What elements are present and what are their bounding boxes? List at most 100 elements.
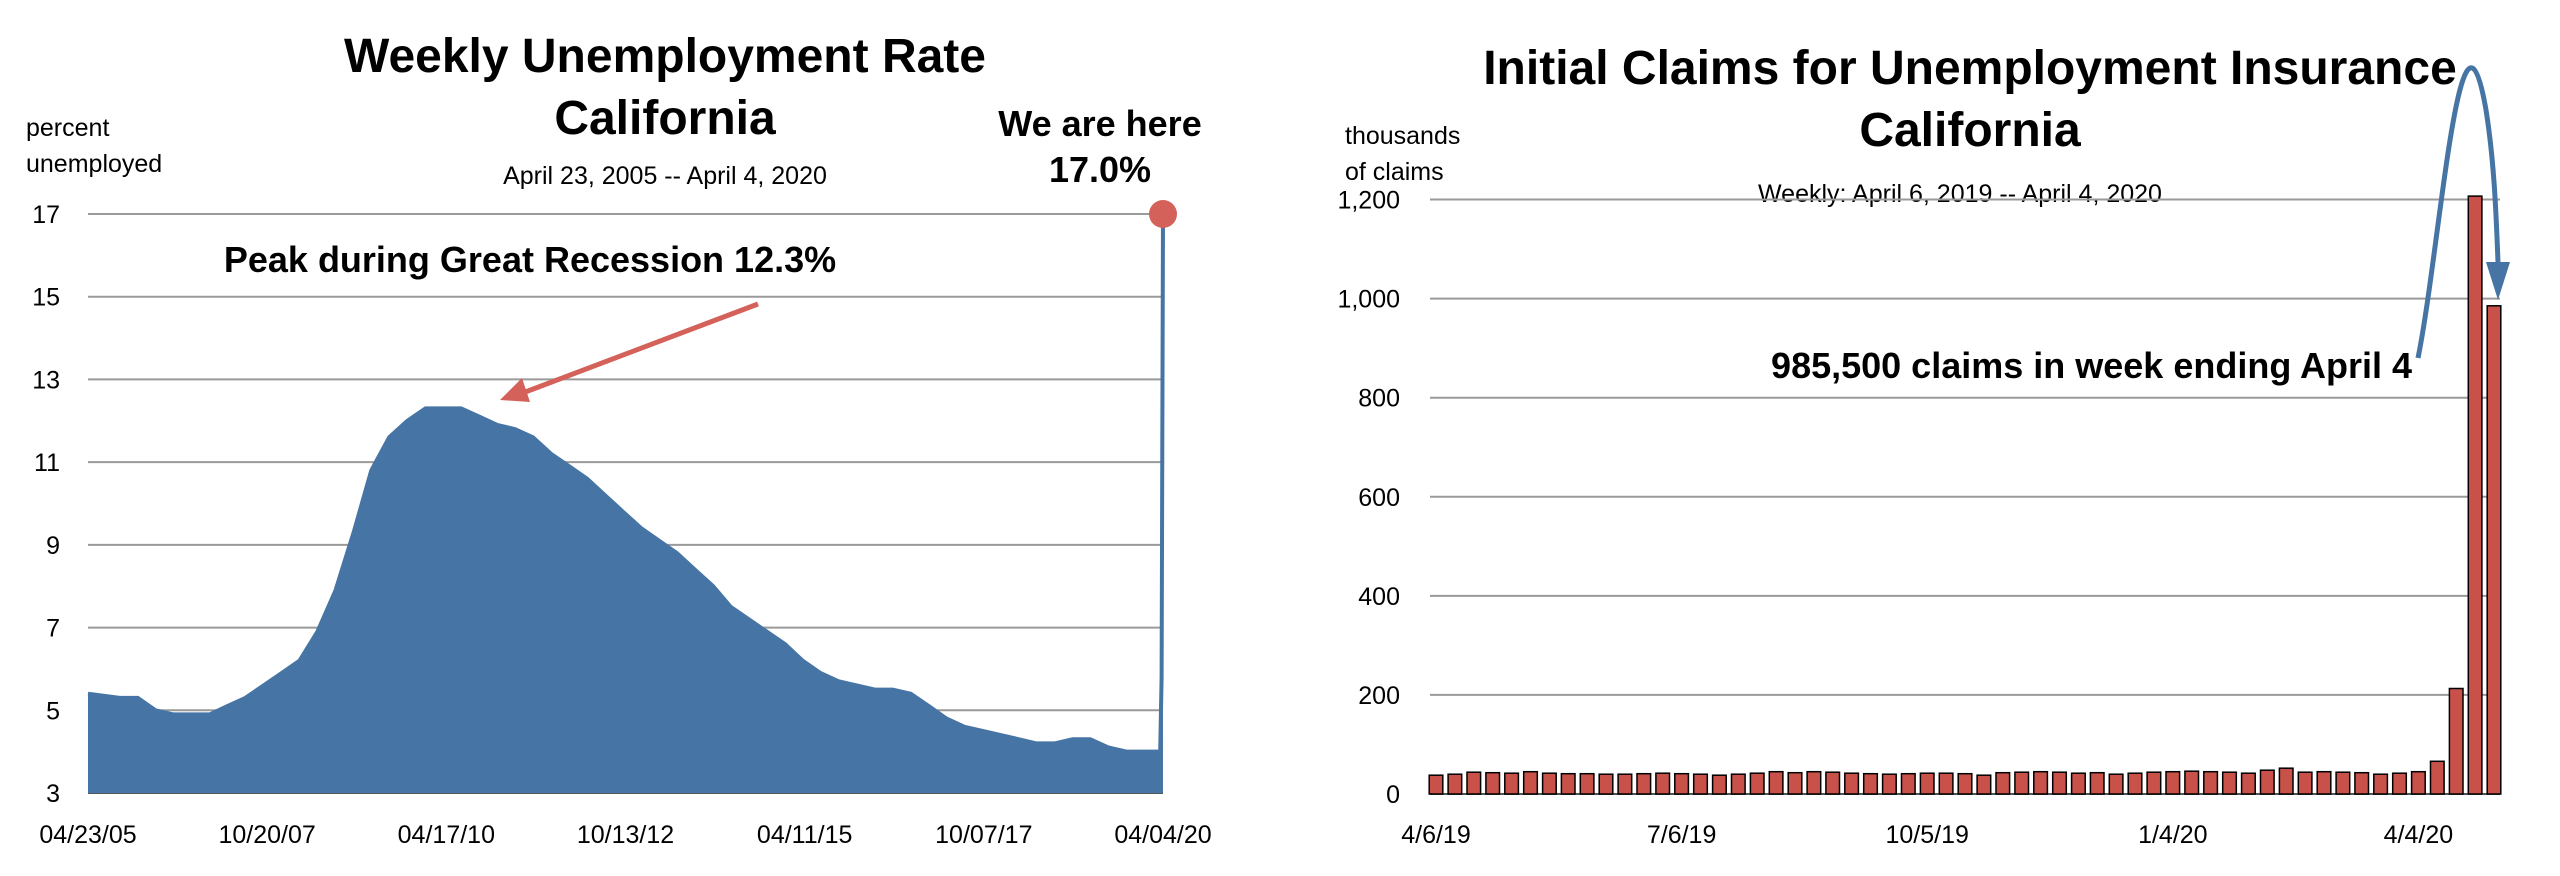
current-value-marker <box>1149 200 1177 228</box>
y-tick-label: 3 <box>46 780 60 808</box>
claims-bar <box>2391 772 2408 795</box>
y-tick-labels: 17 15 13 11 9 7 5 3 <box>32 201 60 808</box>
claims-bar <box>1881 773 1897 795</box>
x-tick-label: 04/11/15 <box>757 821 852 849</box>
x-tick-label: 10/5/19 <box>1886 821 1969 849</box>
claims-bar <box>1636 772 1652 795</box>
chart-title: Initial Claims for Unemployment Insuranc… <box>1483 42 2457 95</box>
we-are-here-label: We are here <box>998 103 1201 144</box>
claims-bar <box>2448 687 2464 795</box>
claims-bar <box>2070 772 2086 795</box>
y-tick-label: 15 <box>32 284 60 312</box>
chart-subtitle: April 23, 2005 -- April 4, 2020 <box>503 162 827 190</box>
rate-area <box>88 214 1163 793</box>
y-axis-label-line2: of claims <box>1345 158 1444 186</box>
claims-bar <box>1447 773 1463 795</box>
x-tick-label: 1/4/20 <box>2138 821 2208 849</box>
claims-bar <box>2278 767 2294 795</box>
claims-bar <box>1692 773 1709 795</box>
claims-bar <box>1579 772 1595 795</box>
chart-title: Weekly Unemployment Rate <box>344 30 986 83</box>
claims-bar <box>2184 770 2200 795</box>
y-tick-label: 200 <box>1358 682 1400 710</box>
y-axis-label: percent <box>26 114 109 142</box>
claims-bar <box>2410 770 2426 795</box>
initial-claims-chart: Initial Claims for Unemployment Insuranc… <box>1337 42 2510 849</box>
x-tick-label: 10/07/17 <box>935 821 1032 849</box>
claims-bar <box>2373 773 2389 795</box>
claims-annotation: 985,500 claims in week ending April 4 <box>1771 345 2412 386</box>
claims-bar <box>1806 770 1822 795</box>
unemployment-rate-chart: Weekly Unemployment Rate California Apri… <box>26 30 1212 849</box>
chart-title-line2: California <box>554 92 776 145</box>
y-tick-label: 13 <box>32 366 60 394</box>
x-tick-label: 10/13/12 <box>577 821 674 849</box>
claims-bar <box>1844 772 1860 795</box>
claims-bar <box>1598 773 1614 795</box>
claims-bar <box>2354 771 2370 795</box>
claims-bar <box>1504 772 1520 795</box>
claims-bar <box>1957 772 1973 795</box>
claims-bar <box>1900 772 1916 795</box>
y-tick-label: 0 <box>1386 781 1400 809</box>
claims-bar <box>2486 305 2502 795</box>
x-tick-labels: 04/23/05 10/20/07 04/17/10 10/13/12 04/11/15… <box>39 821 1211 849</box>
y-axis-label-line2: unemployed <box>26 150 162 178</box>
x-tick-label: 04/04/20 <box>1114 821 1211 849</box>
claims-bar <box>2335 771 2351 795</box>
y-axis-label: thousands <box>1345 122 1460 150</box>
y-tick-label: 9 <box>46 532 60 560</box>
claims-bar <box>1995 771 2011 795</box>
chart-subtitle: Weekly: April 6, 2019 -- April 4, 2020 <box>1758 180 2162 208</box>
claims-bar <box>1938 772 1954 795</box>
claims-bar <box>2316 770 2332 795</box>
claims-bar <box>1428 774 1444 795</box>
claims-bar <box>2014 771 2030 795</box>
current-value-label: 17.0% <box>1049 149 1151 190</box>
rate-line <box>87 213 1165 754</box>
claims-bar <box>1976 774 1992 795</box>
claims-bar <box>1787 771 1803 795</box>
peak-arrow-head <box>500 378 530 402</box>
claims-bars <box>1428 195 2502 795</box>
y-tick-label: 400 <box>1358 583 1400 611</box>
claims-bar <box>2203 770 2219 795</box>
claims-bar <box>1919 772 1935 795</box>
gridlines <box>1430 198 2500 795</box>
y-tick-label: 800 <box>1358 385 1400 413</box>
y-tick-label: 600 <box>1358 484 1400 512</box>
claims-bar <box>2259 769 2275 795</box>
claims-bar <box>1522 770 1539 795</box>
claims-bar <box>1485 771 1501 795</box>
claims-bar <box>2051 771 2068 795</box>
claims-bar <box>2297 771 2313 795</box>
y-tick-label: 11 <box>34 449 60 477</box>
x-tick-label: 10/20/07 <box>219 821 316 849</box>
x-tick-label: 4/6/19 <box>1401 821 1471 849</box>
x-tick-labels: 4/6/19 7/6/19 10/5/19 1/4/20 4/4/20 <box>1401 821 2453 849</box>
x-tick-label: 04/17/10 <box>398 821 495 849</box>
claims-bar <box>1560 772 1576 795</box>
claims-bar <box>2240 772 2256 795</box>
peak-arrow-line <box>519 301 759 397</box>
x-tick-label: 7/6/19 <box>1647 821 1717 849</box>
claims-bar <box>2467 195 2483 795</box>
claims-arrow-line <box>2415 65 2501 359</box>
x-tick-label: 4/4/20 <box>2384 821 2454 849</box>
claims-arrow-head <box>2486 262 2510 300</box>
claims-bar <box>1711 774 1727 795</box>
claims-bar <box>2165 770 2181 795</box>
claims-bar <box>1655 772 1671 795</box>
chart-title-line2: California <box>1859 104 2081 157</box>
claims-bar <box>2127 772 2143 795</box>
y-tick-label: 5 <box>46 697 60 725</box>
claims-bar <box>2221 771 2238 795</box>
x-tick-label: 04/23/05 <box>39 821 136 849</box>
claims-bar <box>2089 771 2105 795</box>
claims-bar <box>2108 773 2124 795</box>
claims-bar <box>1466 771 1482 795</box>
y-tick-label: 1,200 <box>1337 187 1400 215</box>
y-tick-label: 1,000 <box>1337 286 1400 314</box>
claims-bar <box>1730 773 1746 795</box>
claims-bar <box>1768 770 1784 795</box>
